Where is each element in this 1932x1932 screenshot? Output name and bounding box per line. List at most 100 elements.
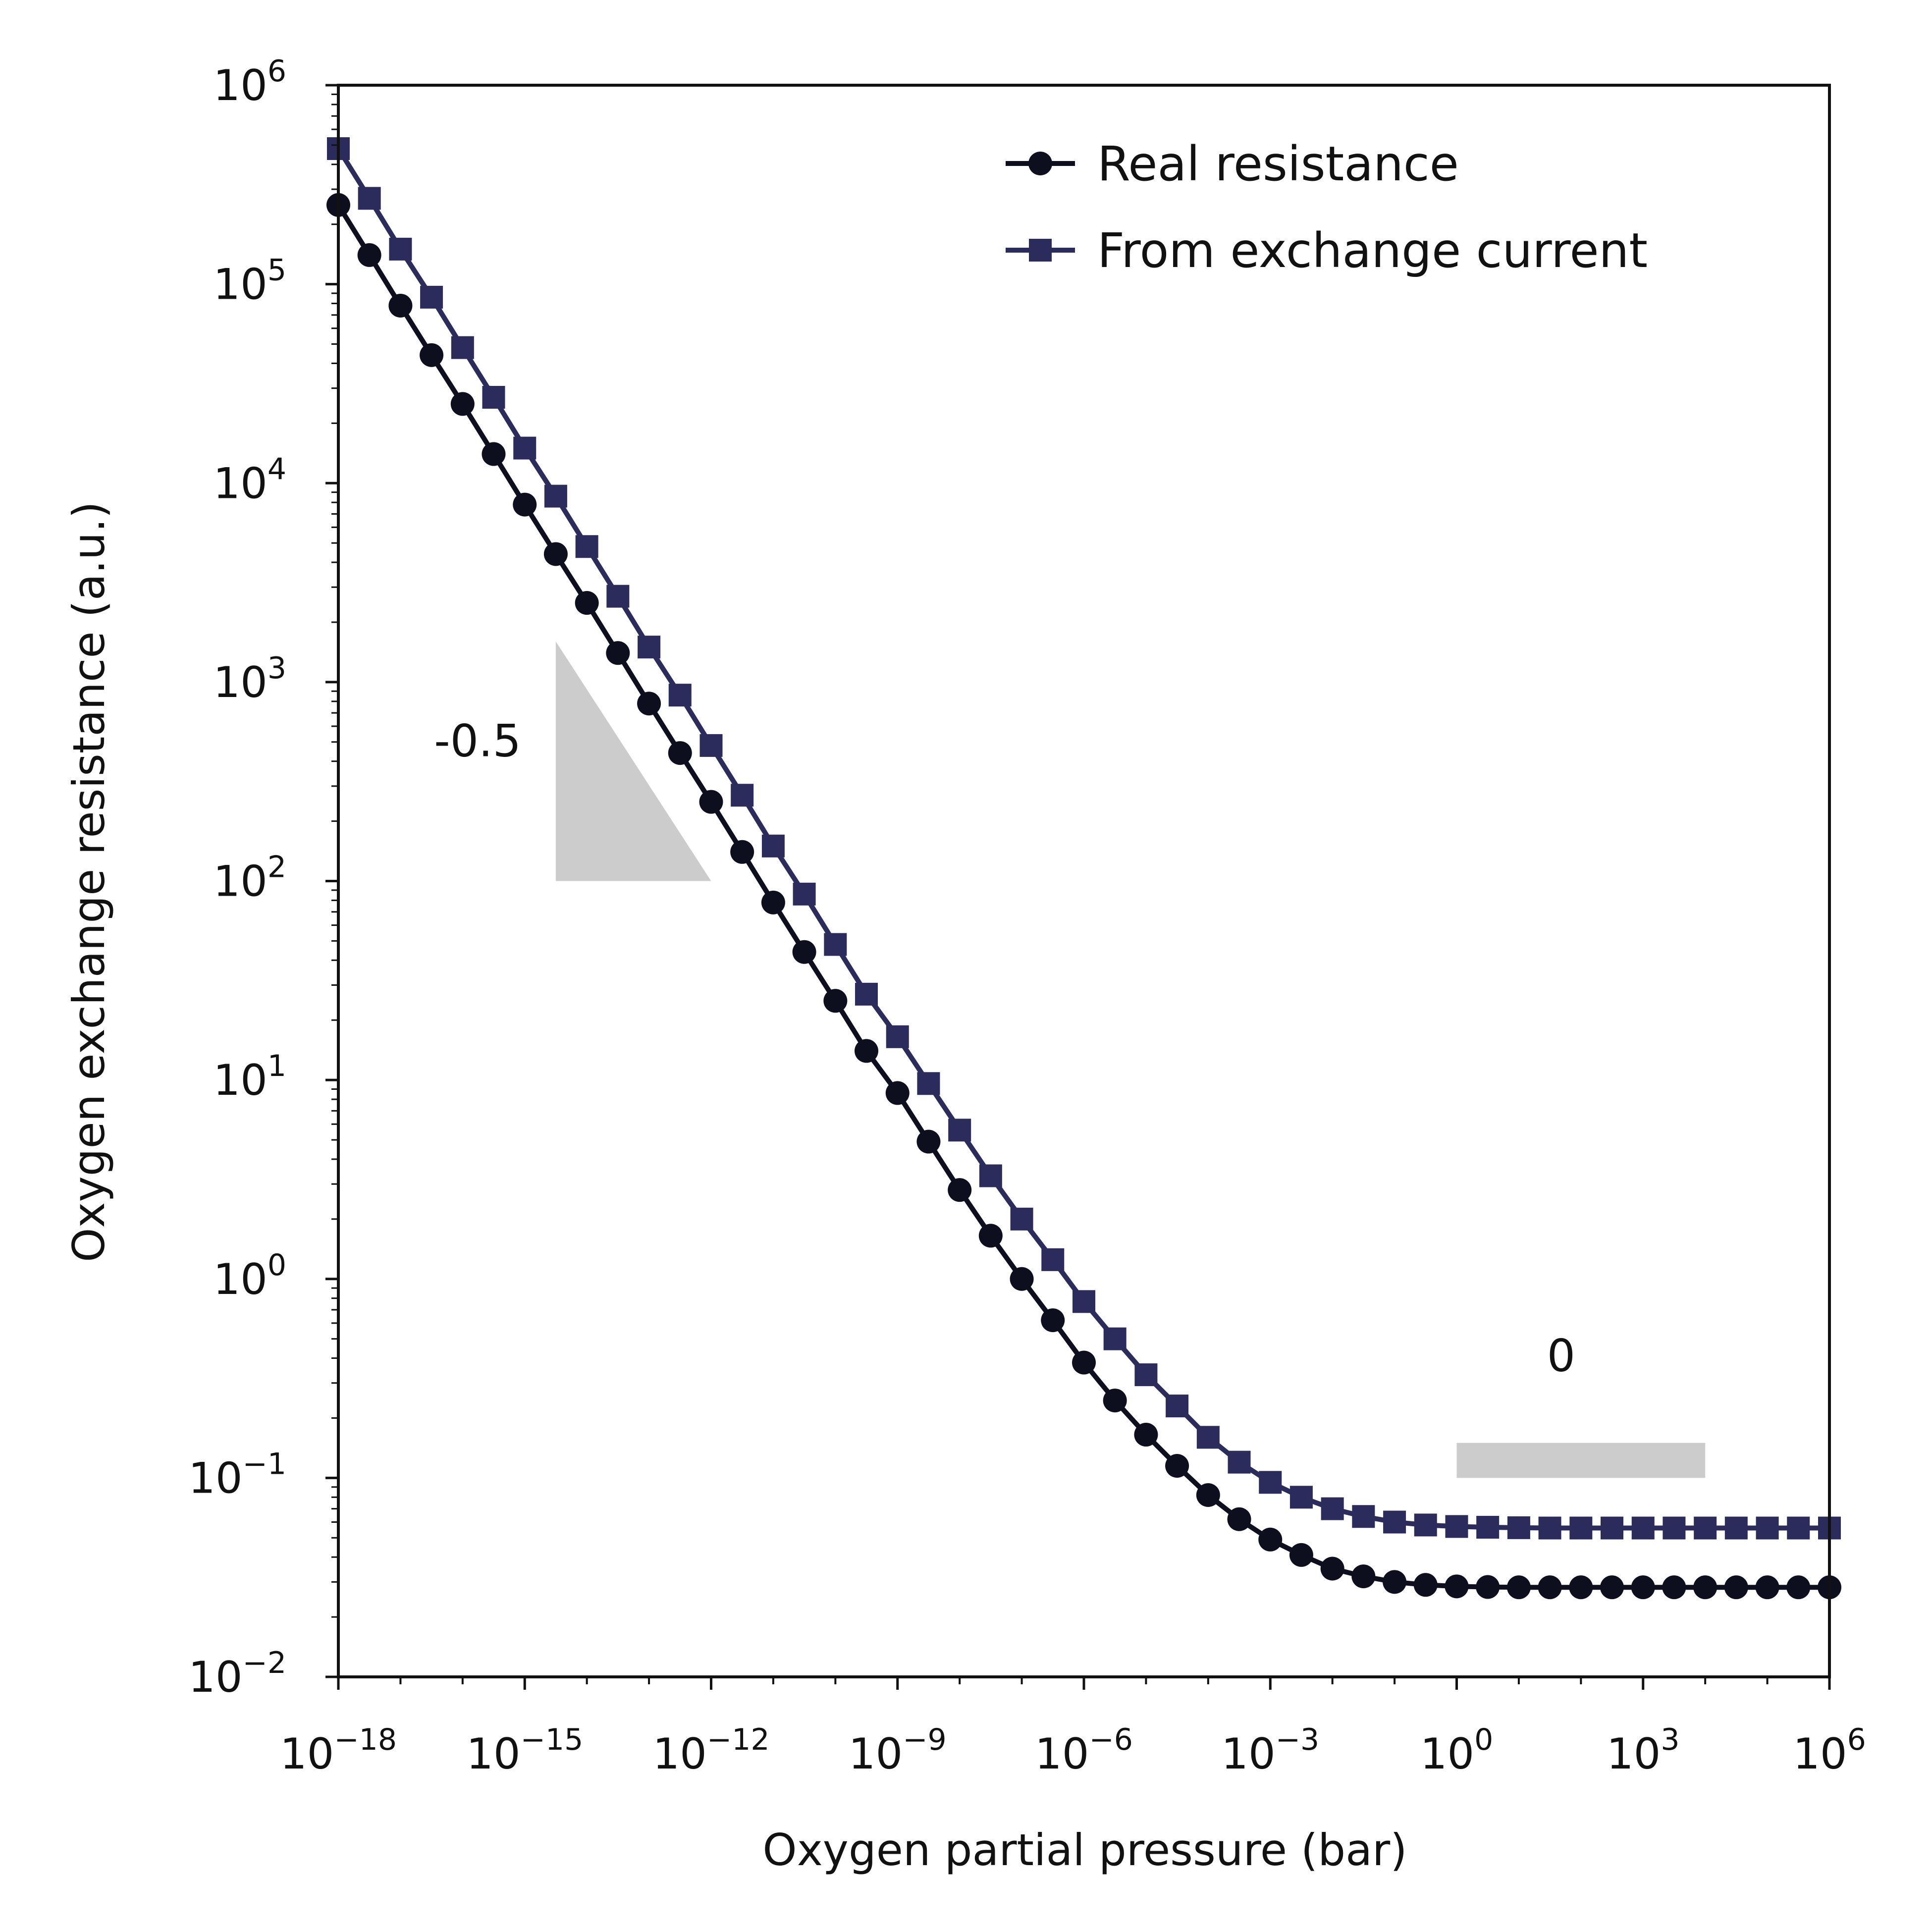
data-point	[544, 484, 567, 508]
y-tick-label: 105	[213, 253, 286, 310]
data-point	[606, 641, 630, 665]
data-point	[885, 1081, 910, 1105]
data-point	[358, 187, 381, 210]
data-point	[1755, 1575, 1779, 1600]
data-point	[1134, 1423, 1158, 1447]
data-point	[1507, 1516, 1530, 1539]
data-point	[1724, 1575, 1748, 1600]
data-point	[575, 591, 599, 615]
y-tick-label: 101	[213, 1049, 286, 1105]
data-point	[1289, 1486, 1313, 1509]
x-axis-label: Oxygen partial pressure (bar)	[762, 1825, 1407, 1876]
data-point	[1227, 1507, 1251, 1531]
legend-marker	[1029, 239, 1052, 262]
data-point	[978, 1224, 1003, 1248]
data-point	[1538, 1516, 1561, 1540]
x-tick-label: 103	[1607, 1722, 1680, 1779]
data-point	[1414, 1513, 1437, 1537]
data-point	[1476, 1575, 1500, 1599]
data-point	[948, 1178, 972, 1202]
data-point	[948, 1119, 971, 1142]
data-point	[1694, 1516, 1717, 1540]
data-point	[668, 741, 692, 765]
data-point	[1103, 1327, 1127, 1350]
x-tick-label: 100	[1420, 1722, 1494, 1779]
y-tick-label: 10−1	[188, 1447, 286, 1503]
data-point	[730, 840, 754, 864]
data-point	[1228, 1450, 1251, 1474]
data-point	[420, 285, 443, 309]
x-tick-label: 10−6	[1035, 1722, 1133, 1779]
data-point	[1165, 1453, 1189, 1478]
data-point	[357, 243, 381, 267]
data-point	[482, 442, 506, 466]
data-point	[917, 1072, 940, 1095]
data-point	[389, 237, 412, 261]
data-point	[823, 989, 848, 1013]
data-point	[1258, 1527, 1283, 1552]
data-point	[420, 343, 444, 367]
data-point	[513, 436, 537, 460]
data-point	[1010, 1207, 1033, 1231]
data-point	[1072, 1350, 1096, 1375]
legend-label: From exchange current	[1097, 223, 1648, 278]
legend-item: From exchange current	[1006, 223, 1648, 278]
data-point	[1787, 1516, 1810, 1540]
x-tick-label: 10−3	[1221, 1722, 1319, 1779]
data-point	[1041, 1308, 1065, 1333]
axes: 10−18 10−15 10−12 10−9 10−6 10−3 100 103 106 10−2…	[188, 54, 1866, 1779]
data-point	[1569, 1575, 1593, 1600]
flat-annotation-label: 0	[1547, 1330, 1575, 1382]
data-point	[1506, 1575, 1531, 1600]
data-point	[638, 636, 661, 659]
data-point	[1259, 1471, 1282, 1494]
data-point	[855, 982, 878, 1006]
y-tick-label: 102	[213, 850, 286, 907]
data-point	[450, 392, 475, 416]
data-point	[1166, 1395, 1189, 1418]
x-tick-label: 10−9	[849, 1722, 947, 1779]
data-point	[1600, 1575, 1624, 1600]
legend-label: Real resistance	[1097, 136, 1459, 192]
data-point	[1662, 1575, 1686, 1600]
slope-triangle	[555, 641, 711, 881]
data-point	[1413, 1573, 1438, 1597]
data-point	[1041, 1248, 1065, 1271]
y-tick-label: 103	[213, 651, 286, 707]
data-point	[1351, 1564, 1376, 1589]
data-point	[1538, 1575, 1562, 1600]
legend: Real resistance From exchange current	[1006, 136, 1648, 278]
data-point	[1631, 1575, 1655, 1600]
data-point	[1352, 1505, 1375, 1528]
data-point	[637, 692, 661, 716]
data-point	[1196, 1426, 1220, 1449]
annotations: -0.5 0	[434, 641, 1706, 1478]
data-point	[793, 882, 816, 906]
legend-item: Real resistance	[1006, 136, 1459, 192]
data-point	[1103, 1389, 1127, 1413]
data-point	[699, 734, 723, 757]
x-tick-label: 10−12	[652, 1722, 769, 1779]
data-point	[1756, 1516, 1779, 1540]
data-point	[575, 535, 598, 558]
data-point	[1321, 1497, 1344, 1520]
data-point	[1289, 1543, 1313, 1567]
series-exchange-current	[327, 137, 1841, 1540]
x-tick-label: 10−18	[280, 1722, 397, 1779]
data-point	[979, 1164, 1002, 1187]
data-point	[1073, 1290, 1095, 1313]
data-point	[482, 386, 505, 409]
x-tick-label: 106	[1793, 1722, 1866, 1779]
y-tick-label: 104	[213, 452, 286, 508]
data-point	[855, 1039, 879, 1063]
data-point	[1320, 1556, 1344, 1581]
data-point	[388, 293, 413, 318]
y-axis-label: Oxygen exchange resistance (a.u.)	[63, 501, 114, 1262]
series-layer	[326, 137, 1841, 1600]
y-tick-label: 100	[213, 1248, 286, 1304]
data-point	[1601, 1516, 1624, 1540]
x-tick-label: 10−15	[466, 1722, 583, 1779]
data-point	[761, 834, 785, 858]
data-point	[1724, 1516, 1748, 1540]
